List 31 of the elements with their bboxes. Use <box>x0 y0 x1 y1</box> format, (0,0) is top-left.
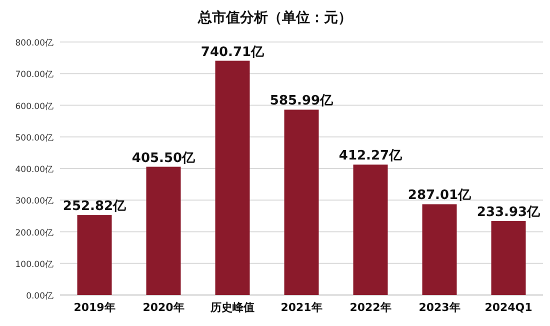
x-tick-label: 2024Q1 <box>484 301 532 314</box>
x-tick-label: 2021年 <box>280 301 322 314</box>
data-label: 405.50亿 <box>132 150 196 166</box>
bar <box>284 110 319 295</box>
x-tick-label: 2019年 <box>74 301 116 314</box>
data-label: 287.01亿 <box>408 188 472 204</box>
y-tick-label: 700.00亿 <box>15 69 54 80</box>
bar <box>77 215 112 295</box>
y-tick-label: 0.00亿 <box>26 290 54 302</box>
data-label: 252.82亿 <box>62 199 128 214</box>
bar <box>491 221 526 295</box>
x-tick-label: 历史峰值 <box>210 301 254 314</box>
data-label: 412.27亿 <box>338 148 404 164</box>
x-tick-label: 2023年 <box>418 301 460 314</box>
x-tick-label: 2022年 <box>350 301 392 314</box>
y-tick-label: 600.00亿 <box>15 100 54 112</box>
bar <box>422 204 457 295</box>
y-tick-label: 800.00亿 <box>15 38 54 48</box>
chart-title: 总市值分析（单位：元） <box>197 9 352 26</box>
x-tick-label: 2020年 <box>142 301 184 314</box>
data-label: 585.99亿 <box>270 94 334 109</box>
y-tick-label: 200.00亿 <box>15 227 54 238</box>
data-label: 740.71亿 <box>200 44 266 60</box>
data-label: 233.93亿 <box>476 205 542 220</box>
bar <box>215 60 250 295</box>
bar <box>146 166 181 295</box>
y-tick-label: 300.00亿 <box>15 196 54 207</box>
y-tick-label: 400.00亿 <box>15 164 54 175</box>
bar <box>353 164 388 295</box>
y-tick-label: 100.00亿 <box>15 258 54 270</box>
y-tick-label: 500.00亿 <box>15 132 54 144</box>
